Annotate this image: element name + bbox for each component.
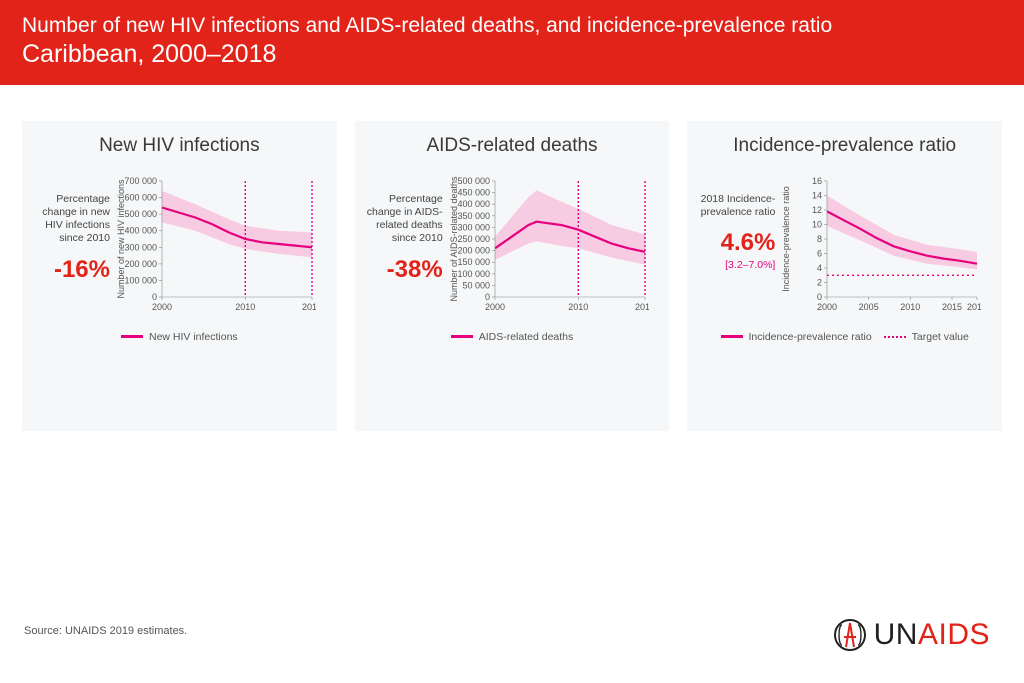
panel-infections: New HIV infections Percentage change in … — [22, 121, 337, 431]
svg-text:2015: 2015 — [942, 302, 962, 312]
legend-swatch-line — [121, 335, 143, 338]
chart-wrap: 0 50 000100 000 150 000200 000 250 000 300 0… — [449, 175, 660, 315]
stat-value: 4.6% — [697, 229, 775, 257]
svg-text:300 000: 300 000 — [457, 222, 490, 232]
page-subtitle: Caribbean, 2000–2018 — [22, 40, 1002, 69]
svg-text:4: 4 — [817, 263, 822, 273]
legend: Incidence-prevalence ratio Target value — [697, 325, 992, 343]
stat-value: -16% — [32, 256, 110, 284]
svg-text:12: 12 — [812, 205, 822, 215]
legend-item: Target value — [884, 331, 969, 343]
svg-text:100 000: 100 000 — [457, 269, 490, 279]
panel-deaths: AIDS-related deaths Percentage change in… — [355, 121, 670, 431]
legend-label: AIDS-related deaths — [479, 331, 574, 343]
legend-swatch-line — [721, 335, 743, 338]
legend: AIDS-related deaths — [365, 325, 660, 343]
chart-svg: 0 2 4 6 8 10 12 14 16 2000 2005 2010 2015 2018 Incide… — [781, 175, 981, 315]
svg-text:2018: 2018 — [967, 302, 981, 312]
svg-text:0: 0 — [485, 292, 490, 302]
stat-block: Percentage change in AIDS-related deaths… — [365, 175, 443, 284]
svg-text:0: 0 — [817, 292, 822, 302]
panel-title: New HIV infections — [32, 135, 327, 157]
legend: New HIV infections — [32, 325, 327, 343]
stat-caption: Percentage change in AIDS-related deaths… — [365, 193, 443, 246]
svg-text:2018: 2018 — [635, 302, 649, 312]
legend-label: Incidence-prevalence ratio — [749, 331, 872, 343]
svg-text:100 000: 100 000 — [124, 275, 157, 285]
stat-caption: Percentage change in new HIV infections … — [32, 193, 110, 246]
svg-text:400 000: 400 000 — [457, 199, 490, 209]
legend-label: Target value — [912, 331, 969, 343]
svg-text:600 000: 600 000 — [124, 193, 157, 203]
chart-svg: 0 50 000100 000 150 000200 000 250 000 300 0… — [449, 175, 649, 315]
legend-item: AIDS-related deaths — [451, 331, 574, 343]
svg-text:2: 2 — [817, 278, 822, 288]
panels-row: New HIV infections Percentage change in … — [0, 85, 1024, 431]
svg-text:16: 16 — [812, 176, 822, 186]
svg-text:450 000: 450 000 — [457, 188, 490, 198]
chart-wrap: 0 100 000 200 000 300 000 400 000 500 000 600 … — [116, 175, 327, 315]
legend-item: Incidence-prevalence ratio — [721, 331, 872, 343]
stat-caption: 2018 Incidence-prevalence ratio — [697, 193, 775, 219]
svg-text:2010: 2010 — [235, 302, 255, 312]
legend-label: New HIV infections — [149, 331, 238, 343]
legend-swatch-line — [451, 335, 473, 338]
panel-title: AIDS-related deaths — [365, 135, 660, 157]
svg-text:2005: 2005 — [859, 302, 879, 312]
svg-text:Number of AIDS-related deaths: Number of AIDS-related deaths — [449, 176, 459, 302]
svg-text:200 000: 200 000 — [124, 259, 157, 269]
svg-text:2010: 2010 — [901, 302, 921, 312]
svg-text:250 000: 250 000 — [457, 234, 490, 244]
legend-swatch-dotted — [884, 336, 906, 338]
svg-text:6: 6 — [817, 249, 822, 259]
svg-text:350 000: 350 000 — [457, 211, 490, 221]
svg-text:0: 0 — [152, 292, 157, 302]
source-note: Source: UNAIDS 2019 estimates. — [24, 625, 187, 637]
svg-text:14: 14 — [812, 191, 822, 201]
svg-text:Number of new HIV infections: Number of new HIV infections — [116, 179, 126, 299]
panel-title: Incidence-prevalence ratio — [697, 135, 992, 157]
svg-text:500 000: 500 000 — [457, 176, 490, 186]
legend-item: New HIV infections — [121, 331, 238, 343]
stat-block: Percentage change in new HIV infections … — [32, 175, 110, 284]
svg-text:150 000: 150 000 — [457, 257, 490, 267]
svg-text:400 000: 400 000 — [124, 226, 157, 236]
svg-text:10: 10 — [812, 220, 822, 230]
header-banner: Number of new HIV infections and AIDS-re… — [0, 0, 1024, 85]
chart-svg: 0 100 000 200 000 300 000 400 000 500 000 600 … — [116, 175, 316, 315]
unaids-wordmark: UNAIDS — [874, 618, 990, 652]
svg-text:200 000: 200 000 — [457, 246, 490, 256]
stat-range: [3.2–7.0%] — [697, 259, 775, 271]
svg-text:2000: 2000 — [485, 302, 505, 312]
unaids-logo: UNAIDS — [832, 617, 990, 653]
svg-text:8: 8 — [817, 234, 822, 244]
svg-text:2018: 2018 — [302, 302, 316, 312]
svg-text:700 000: 700 000 — [124, 176, 157, 186]
stat-block: 2018 Incidence-prevalence ratio 4.6% [3.… — [697, 175, 775, 271]
svg-text:300 000: 300 000 — [124, 242, 157, 252]
stat-value: -38% — [365, 256, 443, 284]
svg-text:2000: 2000 — [152, 302, 172, 312]
svg-text:500 000: 500 000 — [124, 209, 157, 219]
svg-text:2010: 2010 — [568, 302, 588, 312]
unaids-emblem-icon — [832, 617, 868, 653]
svg-text:Incidence-prevalence ratio: Incidence-prevalence ratio — [781, 186, 791, 292]
svg-text:2000: 2000 — [817, 302, 837, 312]
chart-wrap: 0 2 4 6 8 10 12 14 16 2000 2005 2010 2015 2018 Incide… — [781, 175, 992, 315]
svg-text:50 000: 50 000 — [462, 280, 490, 290]
panel-ratio: Incidence-prevalence ratio 2018 Incidenc… — [687, 121, 1002, 431]
page-title: Number of new HIV infections and AIDS-re… — [22, 14, 1002, 38]
